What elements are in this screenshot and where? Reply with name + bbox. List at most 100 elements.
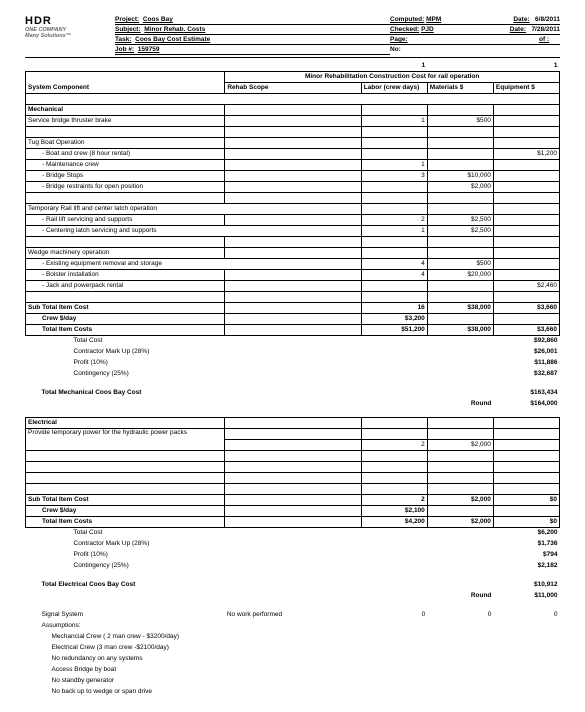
tugboat-header: Tug Boat Operation (26, 137, 225, 148)
subject-value: Minor Rehab. Costs (144, 26, 205, 33)
br-mat: $2,000 (427, 181, 493, 192)
assumption-6: No back up to wedge or span drive (26, 686, 560, 697)
round-lbl: Round (427, 398, 493, 409)
assumption-1: Mechancial Crew ( 2 man crew - $3200/day… (26, 631, 560, 642)
mech-tot-equip: $3,660 (493, 324, 559, 335)
date-label2: Date: (510, 26, 526, 33)
assumptions-header: Assumptions: (26, 620, 225, 631)
of-label: of : (539, 36, 549, 43)
rail-lift-svc: - Rail lift servicing and supports (26, 214, 225, 225)
elec-profit: $794 (493, 549, 559, 560)
sig-z1: 0 (361, 609, 427, 620)
rl-mat: $2,500 (427, 214, 493, 225)
bs-labor: 3 (361, 170, 427, 181)
elec-profit-lbl: Profit (10%) (26, 549, 225, 560)
cl-labor: 1 (361, 225, 427, 236)
col-labor: Labor (crew days) (361, 82, 427, 93)
boat-crew: - Boat and crew (8 hour rental) (26, 148, 225, 159)
elec-tot-mat: $2,000 (427, 516, 493, 527)
ee-labor: 4 (361, 258, 427, 269)
elec-markup-lbl: Contractor Mark Up (28%) (26, 538, 225, 549)
subject-label: Subject: (115, 26, 141, 33)
mech-markup-lbl: Contractor Mark Up (28%) (26, 346, 225, 357)
elec-subtotal-lbl: Sub Total Item Cost (26, 494, 225, 505)
existing-equip: - Existing equipment removal and storage (26, 258, 362, 269)
project-value: Coos Bay (143, 16, 173, 23)
checked-value: PJD (421, 26, 434, 33)
sig-z2: 0 (427, 609, 493, 620)
date2: 7/28/2011 (531, 26, 560, 33)
elec-sub-labor: 2 (361, 494, 427, 505)
bs-mat: $10,000 (427, 170, 493, 181)
mech-profit-lbl: Profit (10%) (26, 357, 225, 368)
job-value: 159759 (138, 46, 160, 53)
col-materials: Materials $ (427, 82, 493, 93)
mech-sub-equip: $3,660 (493, 302, 559, 313)
elec-totitems-lbl: Total Item Costs (26, 516, 225, 527)
mech-total: $163,434 (493, 387, 559, 398)
date-label: Date: (513, 16, 529, 23)
elec-temp-power: Provide temporary power for the hydrauli… (26, 428, 225, 450)
computed-value: MPM (426, 16, 441, 23)
round-lbl2: Round (427, 590, 493, 601)
electrical-header: Electrical (26, 417, 225, 428)
computed-label: Computed: (390, 16, 424, 23)
col-scope: Rehab Scope (225, 82, 361, 93)
sig-z3: 0 (493, 609, 559, 620)
elec-tot-equip: $0 (493, 516, 559, 527)
bridge-restraints: - Bridge restraints for open position (26, 181, 225, 192)
mech-total-lbl: Total Mechanical Coos Bay Cost (26, 387, 362, 398)
mech-subtotal-lbl: Sub Total Item Cost (26, 302, 225, 313)
col-equipment: Equipment $ (493, 82, 559, 93)
signal-lbl: Signal System (26, 609, 225, 620)
elec-total: $10,912 (493, 579, 559, 590)
sb-labor: 1 (361, 115, 427, 126)
page-label: Page: (390, 36, 408, 43)
project-label: Project: (115, 16, 139, 23)
elec-total-lbl: Total Electrical Coos Bay Cost (26, 579, 362, 590)
elec-conting: $2,182 (493, 560, 559, 571)
assumption-2: Electrical Crew (3 man crew -$2100/day) (26, 642, 560, 653)
date1: 6/8/2011 (535, 16, 560, 23)
elec-markup: $1,736 (493, 538, 559, 549)
maint-labor: 1 (361, 159, 427, 170)
document-header: HDR ONE COMPANY Many Solutions™ Project:… (25, 15, 560, 58)
centering-latch: - Centering latch servicing and supports (26, 225, 362, 236)
task-value: Coos Bay Cost Estimate (135, 36, 210, 43)
mech-crew-lbl: Crew $/day (26, 313, 225, 324)
mech-tot-mat: $38,000 (427, 324, 493, 335)
bolster: - Bolster installation (26, 269, 225, 280)
page-no-left: 1 (361, 60, 427, 71)
mechanical-header: Mechanical (26, 104, 225, 115)
mech-conting-lbl: Contingency (25%) (26, 368, 225, 379)
maint-crew: - Maintenance crew (26, 159, 225, 170)
col-component: System Component (26, 82, 225, 93)
elec-round: $11,000 (493, 590, 559, 601)
header-right: Computed: MPMDate: 6/8/2011 Checked: PJD… (390, 15, 560, 55)
logo-text: HDR (25, 15, 115, 27)
bo-mat: $20,000 (427, 269, 493, 280)
page-no-right: 1 (493, 60, 559, 71)
elec-totalcost: $6,200 (493, 527, 559, 538)
table-title: Minor Rehabilitation Construction Cost f… (225, 71, 560, 82)
jp-equip: $2,460 (493, 280, 559, 291)
elec-conting-lbl: Contingency (25%) (26, 560, 225, 571)
mech-totalcost: $92,860 (493, 335, 559, 346)
wedge-header: Wedge machinery operation (26, 247, 225, 258)
cost-estimate-page: HDR ONE COMPANY Many Solutions™ Project:… (0, 0, 585, 712)
bo-labor: 4 (361, 269, 427, 280)
mech-tot-labor: $51,200 (361, 324, 427, 335)
elec-sub-mat: $2,000 (427, 494, 493, 505)
signal-note: No work performed (225, 609, 361, 620)
mech-markup: $26,001 (493, 346, 559, 357)
cl-mat: $2,500 (427, 225, 493, 236)
cost-table: 1 1 Minor Rehabilitation Construction Cos… (25, 60, 560, 697)
boat-equip: $1,200 (493, 148, 559, 159)
bridge-stops: - Bridge Stops (26, 170, 225, 181)
logo-block: HDR ONE COMPANY Many Solutions™ (25, 15, 115, 55)
elec-tot-labor: $4,200 (361, 516, 427, 527)
etp-mat: $2,000 (427, 439, 493, 450)
elec-totalcost-lbl: Total Cost (26, 527, 225, 538)
assumption-3: No redundancy on any systems (26, 653, 560, 664)
tagline2: Many Solutions™ (25, 33, 115, 39)
